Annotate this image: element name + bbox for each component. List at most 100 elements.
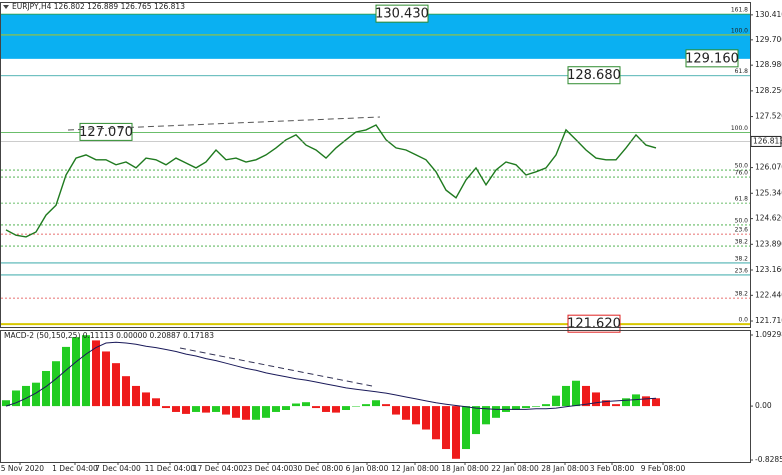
macd-bar <box>492 406 500 418</box>
macd-bar <box>42 370 50 407</box>
macd-trend-line <box>179 347 373 387</box>
y-tick-label: 130.410 <box>755 10 782 19</box>
menu-icon <box>3 5 9 9</box>
x-tick-label: 6 Jan 08:00 <box>346 464 389 473</box>
x-tick-label: 9 Feb 08:00 <box>641 464 686 473</box>
x-tick-label: 11 Dec 04:00 <box>145 464 196 473</box>
macd-bar <box>552 395 560 407</box>
macd-bar <box>462 406 470 450</box>
x-tick-label: 7 Dec 04:00 <box>95 464 141 473</box>
macd-bar <box>242 406 250 420</box>
macd-bar <box>612 404 620 407</box>
macd-bar <box>482 406 490 425</box>
macd-bar <box>2 400 10 407</box>
macd-bar <box>562 385 570 407</box>
y-tick-label: 121.710 <box>755 316 782 325</box>
fib-level-label: 50.0 <box>735 217 749 224</box>
macd-bar <box>162 406 170 409</box>
price-line <box>5 124 657 238</box>
x-tick-label: 28 Jan 08:00 <box>541 464 589 473</box>
annotation-box <box>375 4 429 23</box>
annotation-label: 129.160 <box>685 51 739 66</box>
macd-bar <box>402 406 410 420</box>
macd-bar <box>412 406 420 425</box>
macd-bar <box>342 406 350 411</box>
macd-bar <box>542 404 550 407</box>
signal-line <box>5 341 657 410</box>
fib-level-label: 0.0 <box>738 317 748 324</box>
macd-bar <box>622 398 630 407</box>
macd-bar <box>382 404 390 407</box>
chart-title: EURJPY,H4 126.802 126.889 126.765 126.81… <box>12 2 185 11</box>
macd-bar <box>422 406 430 430</box>
macd-bar <box>192 406 200 412</box>
y-tick-label: 128.250 <box>755 86 782 95</box>
macd-bar <box>52 361 60 407</box>
macd-bar <box>172 406 180 412</box>
macd-bar <box>312 406 320 409</box>
macd-bar <box>602 400 610 407</box>
macd-bar <box>322 406 330 412</box>
macd-bar <box>582 385 590 407</box>
macd-bar <box>102 351 110 407</box>
macd-bar <box>592 392 600 407</box>
x-tick-label: 18 Jan 08:00 <box>441 464 489 473</box>
macd-panel-border <box>0 330 751 463</box>
annotation-label: 127.070 <box>79 125 133 140</box>
x-tick-label: 23 Dec 04:00 <box>243 464 294 473</box>
macd-bar <box>372 400 380 407</box>
y-tick-label: 122.440 <box>755 290 782 299</box>
macd-bar <box>522 406 530 409</box>
x-tick-label: 12 Jan 08:00 <box>391 464 439 473</box>
x-tick-label: 22 Jan 08:00 <box>491 464 539 473</box>
y-tick-label: -0.82851 <box>755 455 782 464</box>
macd-bar <box>262 406 270 418</box>
x-tick-label: 17 Dec 04:00 <box>193 464 244 473</box>
macd-bar <box>362 404 370 407</box>
trend-line <box>67 116 381 131</box>
y-tick-label: 123.160 <box>755 265 782 274</box>
macd-bar <box>152 398 160 407</box>
x-tick-label: 1 Dec 04:00 <box>52 464 98 473</box>
fib-level-label: 50.0 <box>735 163 749 170</box>
macd-bar <box>92 340 100 407</box>
macd-bar <box>32 382 40 407</box>
fib-level-label: 76.0 <box>735 170 749 177</box>
price-panel-border <box>0 2 751 328</box>
macd-title: MACD-2 (50,150,25) 0.11113 0.00000 0.208… <box>4 331 214 340</box>
macd-bar <box>432 406 440 440</box>
macd-bar <box>532 406 540 407</box>
y-tick-label: 124.620 <box>755 214 782 223</box>
y-tick-label: 123.890 <box>755 239 782 248</box>
fib-level-label: 61.8 <box>735 196 749 203</box>
macd-bar <box>212 406 220 412</box>
annotation-label: 121.620 <box>567 317 621 332</box>
macd-bar <box>392 406 400 415</box>
macd-bar <box>652 398 660 407</box>
macd-bar <box>472 406 480 435</box>
macd-bar <box>272 406 280 412</box>
macd-bar <box>512 406 520 411</box>
x-tick-label: 30 Dec 08:00 <box>293 464 344 473</box>
macd-bar <box>252 406 260 420</box>
macd-bar <box>282 406 290 411</box>
macd-bar <box>292 403 300 407</box>
macd-bar <box>62 346 70 407</box>
y-tick-label: 126.070 <box>755 163 782 172</box>
fib-level-label: 38.2 <box>735 239 749 246</box>
macd-bar <box>232 406 240 418</box>
fib-level-label: 38.2 <box>735 291 749 298</box>
macd-bar <box>202 406 210 413</box>
x-tick-label: 25 Nov 2020 <box>0 464 44 473</box>
y-tick-label: 128.980 <box>755 60 782 69</box>
macd-bar <box>142 392 150 407</box>
macd-bar <box>12 390 20 407</box>
y-tick-label: 127.520 <box>755 112 782 121</box>
x-tick-label: 3 Feb 08:00 <box>590 464 635 473</box>
macd-bar <box>332 406 340 413</box>
annotation-box <box>567 66 621 85</box>
macd-bar <box>302 402 310 407</box>
macd-bar <box>452 406 460 459</box>
